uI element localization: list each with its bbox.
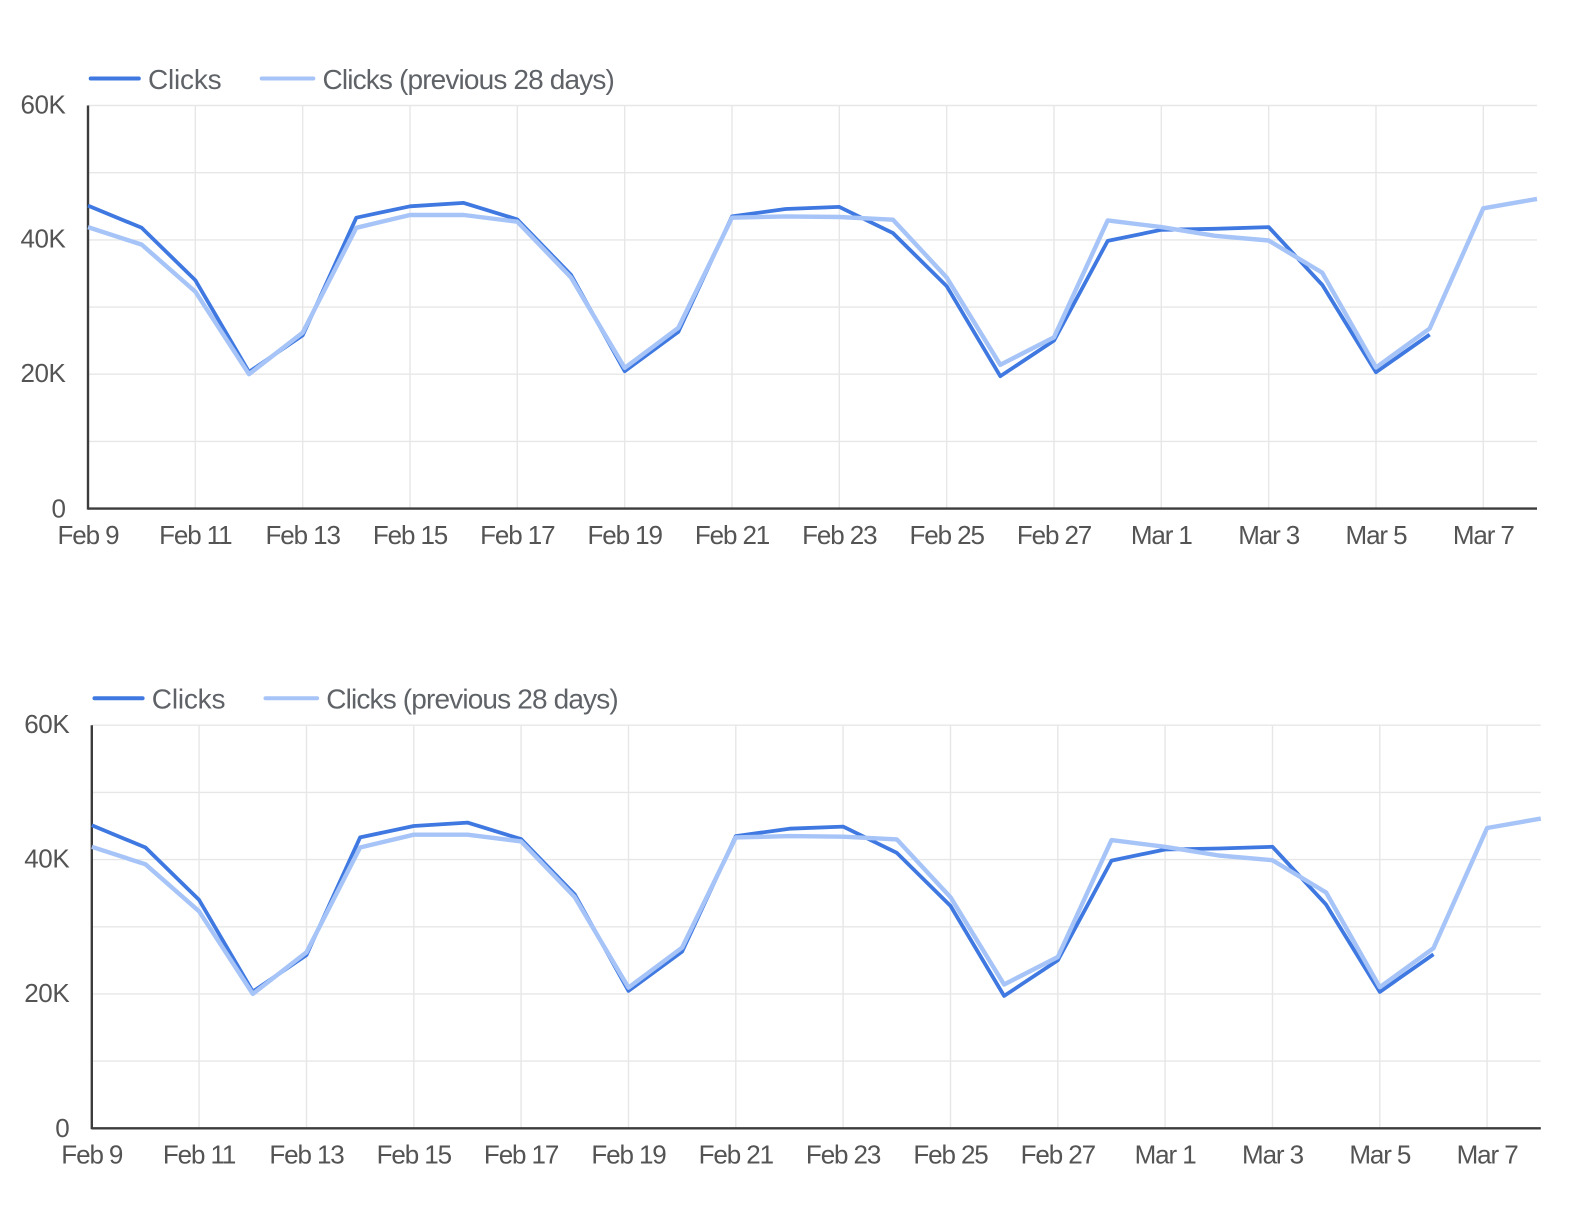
svg-text:Mar 7: Mar 7	[1453, 520, 1515, 550]
svg-text:20K: 20K	[20, 358, 66, 388]
svg-text:Mar 3: Mar 3	[1242, 1140, 1304, 1170]
svg-text:40K: 40K	[24, 843, 70, 873]
svg-text:Mar 1: Mar 1	[1135, 1140, 1197, 1170]
svg-text:Mar 3: Mar 3	[1238, 520, 1300, 550]
svg-text:Feb 9: Feb 9	[61, 1140, 123, 1170]
svg-text:Feb 21: Feb 21	[699, 1140, 774, 1170]
svg-text:Clicks (previous 28 days): Clicks (previous 28 days)	[323, 64, 615, 95]
svg-text:Mar 5: Mar 5	[1349, 1140, 1411, 1170]
svg-text:Feb 23: Feb 23	[806, 1140, 881, 1170]
svg-text:0: 0	[51, 493, 65, 523]
svg-text:Feb 19: Feb 19	[591, 1140, 666, 1170]
svg-text:Mar 5: Mar 5	[1346, 520, 1408, 550]
svg-text:60K: 60K	[24, 709, 70, 739]
svg-text:Feb 15: Feb 15	[373, 520, 448, 550]
svg-text:Feb 15: Feb 15	[377, 1140, 452, 1170]
svg-text:Clicks (previous 28 days): Clicks (previous 28 days)	[326, 684, 618, 715]
svg-text:Feb 13: Feb 13	[269, 1140, 344, 1170]
svg-text:60K: 60K	[20, 89, 66, 119]
svg-text:Feb 17: Feb 17	[484, 1140, 559, 1170]
svg-text:20K: 20K	[24, 978, 70, 1008]
svg-text:Feb 25: Feb 25	[913, 1140, 988, 1170]
svg-text:Feb 27: Feb 27	[1021, 1140, 1096, 1170]
svg-text:Clicks: Clicks	[152, 684, 225, 715]
svg-text:Feb 17: Feb 17	[480, 520, 555, 550]
svg-text:Mar 7: Mar 7	[1457, 1140, 1519, 1170]
svg-text:Feb 21: Feb 21	[695, 520, 770, 550]
svg-text:Feb 25: Feb 25	[910, 520, 985, 550]
svg-text:Clicks: Clicks	[148, 64, 221, 95]
svg-text:Mar 1: Mar 1	[1131, 520, 1193, 550]
svg-text:Feb 23: Feb 23	[802, 520, 877, 550]
svg-text:0: 0	[55, 1113, 69, 1143]
svg-text:Feb 11: Feb 11	[159, 520, 232, 550]
svg-text:Feb 19: Feb 19	[588, 520, 663, 550]
svg-text:Feb 9: Feb 9	[58, 520, 120, 550]
svg-text:40K: 40K	[20, 224, 66, 254]
svg-text:Feb 13: Feb 13	[266, 520, 341, 550]
svg-text:Feb 11: Feb 11	[163, 1140, 236, 1170]
svg-text:Feb 27: Feb 27	[1017, 520, 1092, 550]
